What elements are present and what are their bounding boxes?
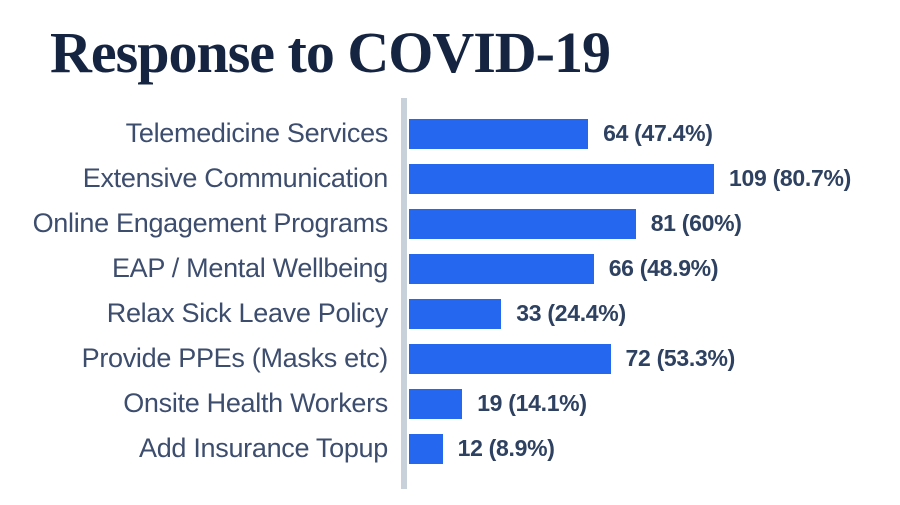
bar <box>409 433 443 464</box>
chart-row: Provide PPEs (Masks etc) 72 (53.3%) <box>0 336 900 381</box>
bar <box>409 208 636 239</box>
value-label: 19 (14.1%) <box>477 390 587 416</box>
category-label: Provide PPEs (Masks etc) <box>81 343 389 373</box>
category-label: EAP / Mental Wellbeing <box>111 253 388 283</box>
bar <box>409 253 594 284</box>
category-label: Add Insurance Topup <box>139 433 388 463</box>
chart-row: Telemedicine Services 64 (47.4%) <box>0 111 900 156</box>
bar-area: 81 (60%) <box>402 208 900 239</box>
category-label: Telemedicine Services <box>125 118 389 148</box>
bar-chart: Telemedicine Services 64 (47.4%) Extensi… <box>0 98 900 489</box>
chart-row: Online Engagement Programs 81 (60%) <box>0 201 900 246</box>
bar-area: 66 (48.9%) <box>402 253 900 284</box>
bar <box>409 343 611 374</box>
bar-chart-rows: Telemedicine Services 64 (47.4%) Extensi… <box>0 111 900 471</box>
value-label: 66 (48.9%) <box>608 255 719 281</box>
bar <box>409 118 589 149</box>
category-label: Onsite Health Workers <box>123 388 388 418</box>
value-label: 33 (24.4%) <box>516 300 626 326</box>
chart-title: Response to COVID-19 <box>50 20 611 85</box>
bar-area: 12 (8.9%) <box>402 433 900 464</box>
category-label: Online Engagement Programs <box>32 208 389 238</box>
value-label: 109 (80.7%) <box>729 165 851 191</box>
bar-area: 33 (24.4%) <box>402 298 900 329</box>
value-label: 64 (47.4%) <box>603 120 713 146</box>
y-axis-line <box>401 98 407 489</box>
bar-area: 19 (14.1%) <box>402 388 900 419</box>
category-label: Extensive Communication <box>82 163 389 193</box>
bar-area: 72 (53.3%) <box>402 343 900 374</box>
bar <box>409 163 714 194</box>
chart-row: EAP / Mental Wellbeing 66 (48.9%) <box>0 246 900 291</box>
bar <box>409 388 463 419</box>
chart-row: Extensive Communication 109 (80.7%) <box>0 156 900 201</box>
chart-row: Onsite Health Workers 19 (14.1%) <box>0 381 900 426</box>
value-label: 81 (60%) <box>650 210 742 236</box>
bar <box>409 298 502 329</box>
value-label: 72 (53.3%) <box>625 345 736 371</box>
chart-row: Add Insurance Topup 12 (8.9%) <box>0 426 900 471</box>
value-label: 12 (8.9%) <box>457 435 555 461</box>
bar-area: 109 (80.7%) <box>402 163 900 194</box>
chart-row: Relax Sick Leave Policy 33 (24.4%) <box>0 291 900 336</box>
bar-area: 64 (47.4%) <box>402 118 900 149</box>
category-label: Relax Sick Leave Policy <box>106 298 389 328</box>
